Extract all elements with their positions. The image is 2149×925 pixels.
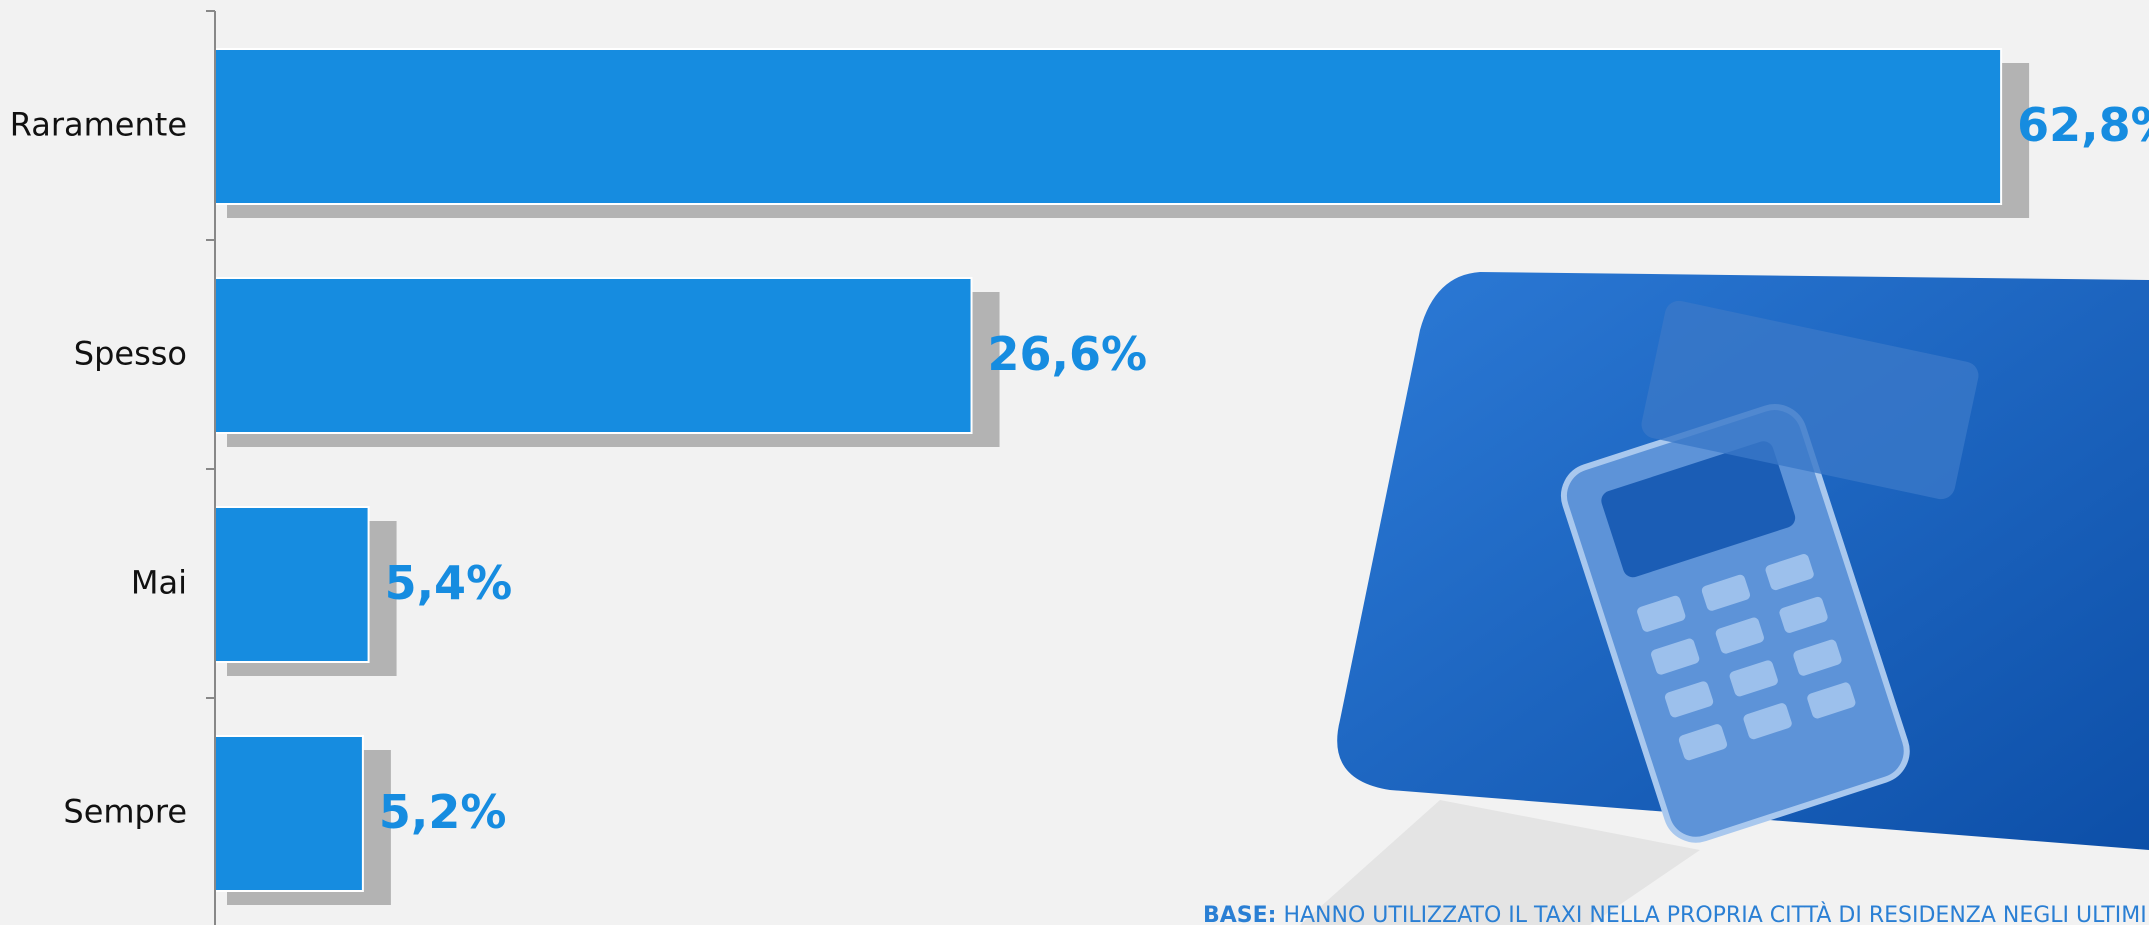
value-label: 5,4% <box>385 556 513 610</box>
bar <box>215 736 363 891</box>
bar <box>215 278 972 433</box>
footnote-label: BASE: <box>1203 903 1276 925</box>
chart: Raramente 62,8% Spesso 26,6% Mai 5,4% Sempre 5,… <box>0 0 2149 925</box>
photo <box>1300 272 2149 925</box>
footnote-text: HANNO UTILIZZATO IL TAXI NELLA PROPRIA C… <box>1283 902 2146 925</box>
value-label: 5,2% <box>379 785 507 839</box>
bar <box>215 49 2001 204</box>
value-label: 62,8% <box>2017 98 2149 152</box>
value-label: 26,6% <box>988 327 1148 381</box>
y-tick-label: Raramente <box>10 106 187 144</box>
y-tick-label: Mai <box>131 564 187 602</box>
y-tick-label: Spesso <box>74 335 187 373</box>
y-tick-label: Sempre <box>63 793 187 831</box>
bar <box>215 507 369 662</box>
footnote: BASE: HANNO UTILIZZATO IL TAXI NELLA PRO… <box>1203 902 2147 925</box>
